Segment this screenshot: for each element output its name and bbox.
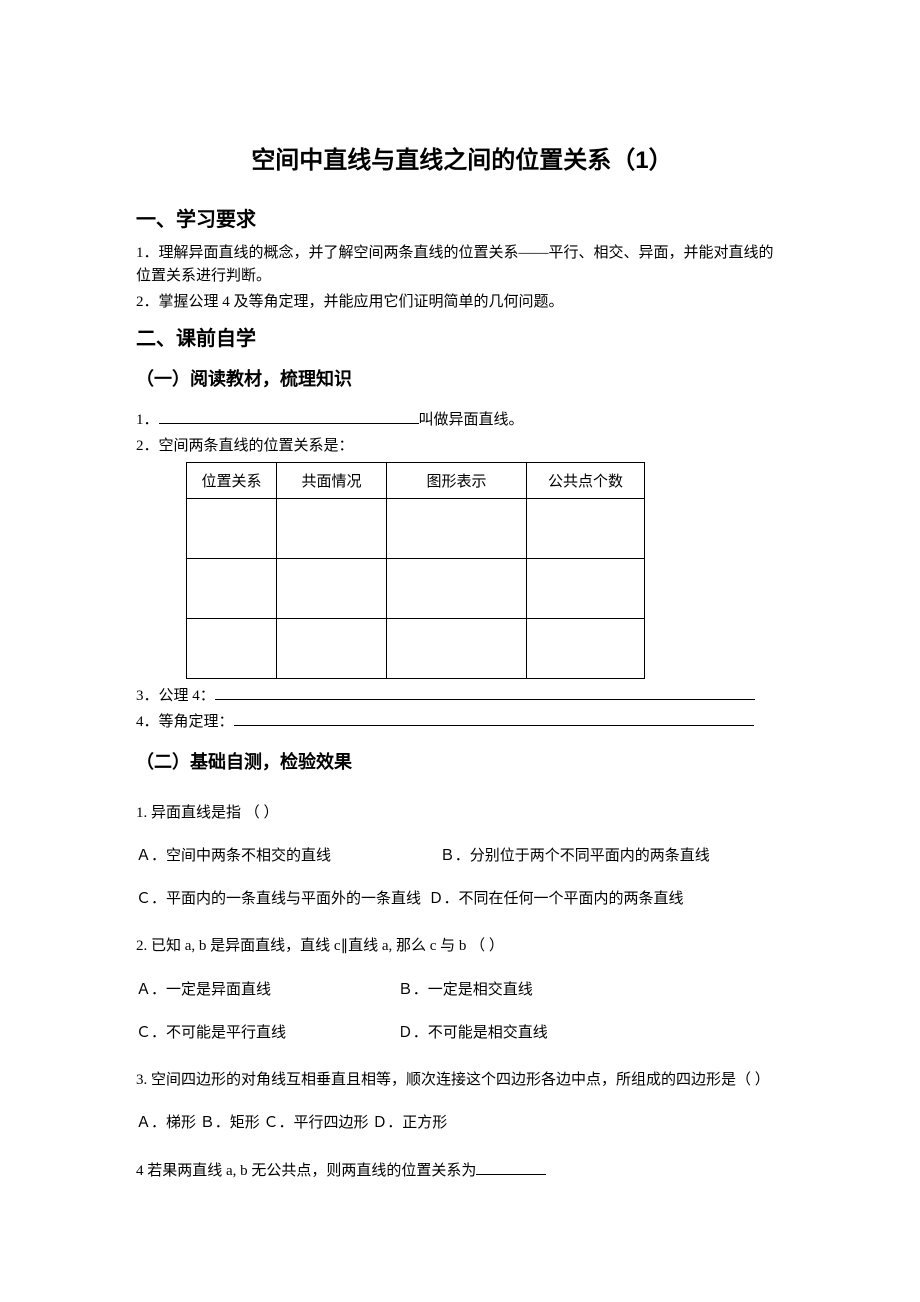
sub1-line2: 2．空间两条直线的位置关系是： — [136, 435, 788, 458]
table-cell — [387, 498, 527, 558]
question-2-options-row-1: Ａ．一定是异面直线 Ｂ．一定是相交直线 — [136, 979, 788, 1002]
table-cell — [187, 558, 277, 618]
fill-blank — [234, 711, 754, 726]
table-cell — [387, 558, 527, 618]
question-1-option-a: Ａ．空间中两条不相交的直线 — [136, 845, 436, 868]
subsection-2-1-heading: （一）阅读教材，梳理知识 — [136, 365, 788, 391]
question-1-option-c: Ｃ．平面内的一条直线与平面外的一条直线 — [136, 888, 421, 911]
question-2-option-c: Ｃ．不可能是平行直线 — [136, 1022, 394, 1045]
section-2-heading: 二、课前自学 — [136, 322, 788, 351]
question-2-option-d: Ｄ．不可能是相交直线 — [398, 1022, 548, 1045]
section-1-heading: 一、学习要求 — [136, 203, 788, 232]
fill-blank — [159, 409, 419, 424]
table-cell — [277, 618, 387, 678]
question-2-option-b: Ｂ．一定是相交直线 — [398, 979, 533, 1002]
table-row — [187, 558, 645, 618]
sub1-line3: 3．公理 4： — [136, 685, 788, 708]
table-header-row: 位置关系 共面情况 图形表示 公共点个数 — [187, 462, 645, 498]
section-1-item-2: 2．掌握公理 4 及等角定理，并能应用它们证明简单的几何问题。 — [136, 291, 788, 314]
table-cell — [277, 498, 387, 558]
sub1-line3-prefix: 3．公理 4： — [136, 688, 215, 704]
table-cell — [187, 618, 277, 678]
table-header-cell: 位置关系 — [187, 462, 277, 498]
question-4: 4 若果两直线 a, b 无公共点，则两直线的位置关系为 — [136, 1160, 788, 1183]
table-header-cell: 共面情况 — [277, 462, 387, 498]
question-1-option-d: Ｄ．不同在任何一个平面内的两条直线 — [429, 888, 684, 911]
question-1-options-row-2: Ｃ．平面内的一条直线与平面外的一条直线 Ｄ．不同在任何一个平面内的两条直线 — [136, 888, 788, 911]
table-cell — [277, 558, 387, 618]
question-3-options: Ａ．梯形 Ｂ．矩形 Ｃ．平行四边形 Ｄ．正方形 — [136, 1112, 788, 1135]
sub1-line1-prefix: 1． — [136, 412, 159, 428]
question-2-stem: 2. 已知 a, b 是异面直线，直线 c∥直线 a, 那么 c 与 b （ ） — [136, 935, 788, 958]
table-row — [187, 498, 645, 558]
position-table: 位置关系 共面情况 图形表示 公共点个数 — [186, 462, 645, 679]
question-3-stem: 3. 空间四边形的对角线互相垂直且相等，顺次连接这个四边形各边中点，所组成的四边… — [136, 1069, 788, 1092]
section-1-item-1: 1．理解异面直线的概念，并了解空间两条直线的位置关系——平行、相交、异面，并能对… — [136, 242, 788, 287]
table-cell — [527, 498, 645, 558]
question-1-stem: 1. 异面直线是指 （ ） — [136, 802, 788, 825]
table-cell — [187, 498, 277, 558]
table-header-cell: 图形表示 — [387, 462, 527, 498]
question-4-prefix: 4 若果两直线 a, b 无公共点，则两直线的位置关系为 — [136, 1163, 476, 1179]
fill-blank — [215, 685, 755, 700]
table-cell — [387, 618, 527, 678]
sub1-line1-suffix: 叫做异面直线。 — [419, 412, 524, 428]
table-cell — [527, 618, 645, 678]
fill-blank — [476, 1160, 546, 1175]
question-1-options-row-1: Ａ．空间中两条不相交的直线 Ｂ．分别位于两个不同平面内的两条直线 — [136, 845, 788, 868]
sub1-line4: 4．等角定理： — [136, 711, 788, 734]
question-1-option-b: Ｂ．分别位于两个不同平面内的两条直线 — [440, 845, 710, 868]
question-2-option-a: Ａ．一定是异面直线 — [136, 979, 394, 1002]
table-row — [187, 618, 645, 678]
question-2-options-row-2: Ｃ．不可能是平行直线 Ｄ．不可能是相交直线 — [136, 1022, 788, 1045]
subsection-2-2-heading: （二）基础自测，检验效果 — [136, 748, 788, 774]
table-header-cell: 公共点个数 — [527, 462, 645, 498]
table-cell — [527, 558, 645, 618]
page-title: 空间中直线与直线之间的位置关系（1） — [136, 140, 788, 175]
sub1-line4-prefix: 4．等角定理： — [136, 714, 234, 730]
sub1-line1: 1． 叫做异面直线。 — [136, 409, 788, 432]
